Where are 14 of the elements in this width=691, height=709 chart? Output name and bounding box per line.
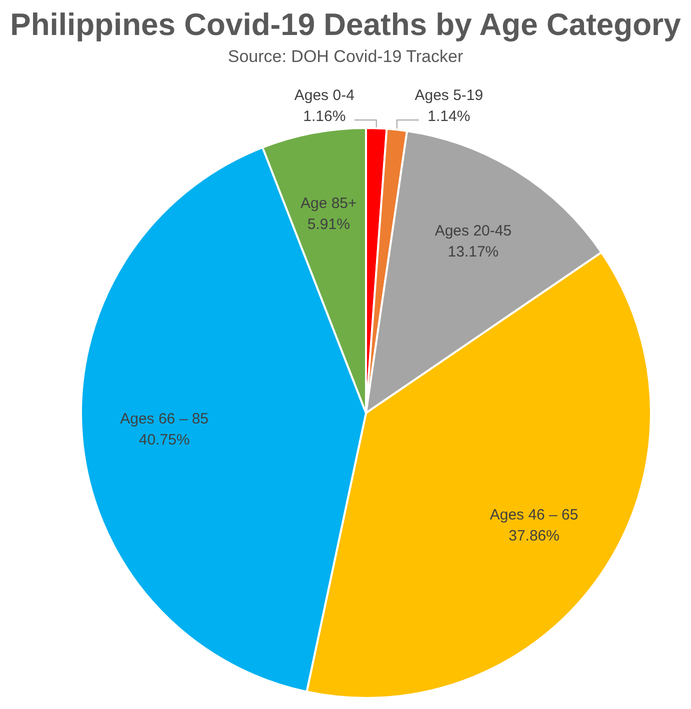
data-label: 1.16% [303, 108, 346, 125]
data-label: 1.14% [428, 108, 470, 125]
chart-subtitle: Source: DOH Covid-19 Tracker [228, 47, 464, 66]
data-label: 37.86% [508, 528, 560, 545]
slice-label: Ages 20-45 [434, 222, 512, 240]
slice-label: Age 85+ [300, 195, 358, 212]
data-label: 5.91% [307, 216, 350, 234]
slice-label: Ages 46 – 65 [490, 506, 578, 524]
data-label: 40.75% [138, 431, 190, 448]
slice-label: Ages 0-4 [294, 87, 354, 104]
chart-title: Philippines Covid-19 Deaths by Age Category [10, 7, 682, 42]
slice-label: Ages 66 – 85 [120, 410, 209, 428]
slice-label: Ages 5-19 [414, 87, 484, 104]
data-label: 13.17% [448, 243, 499, 260]
